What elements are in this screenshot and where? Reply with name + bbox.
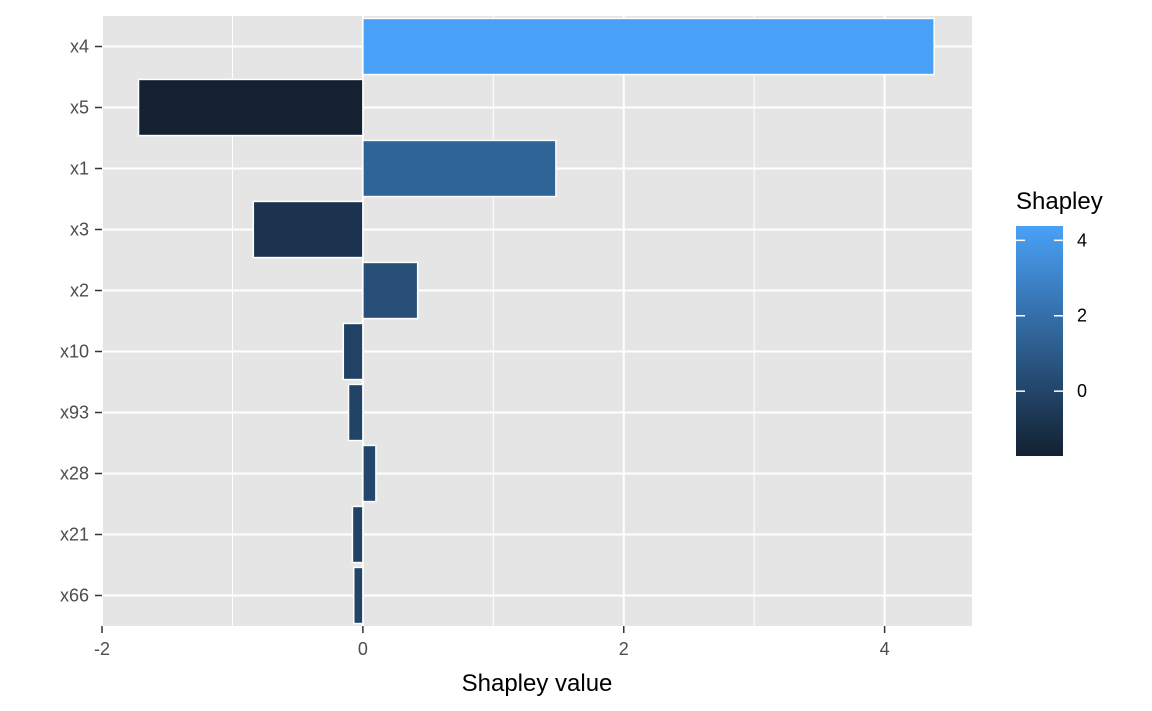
y-tick-label: x3: [70, 220, 89, 240]
y-tick-label: x5: [70, 98, 89, 118]
legend-tick-label: 4: [1077, 230, 1087, 250]
bar-x21: [351, 505, 364, 564]
x-axis: -2 0 2 4: [94, 626, 890, 659]
legend-tick-label: 0: [1077, 381, 1087, 401]
bar-x3: [252, 200, 364, 259]
legend-tick-label: 2: [1077, 306, 1087, 326]
bar-x28: [362, 444, 377, 503]
y-tick-label: x2: [70, 281, 89, 301]
bars: [137, 17, 935, 625]
legend-ticks: 4 2 0: [1016, 230, 1087, 401]
x-tick-label: -2: [94, 639, 110, 659]
legend: Shapley 4 2 0: [1016, 188, 1103, 456]
bar-x5: [137, 78, 364, 137]
y-tick-label: x10: [60, 342, 89, 362]
y-tick-label: x66: [60, 586, 89, 606]
legend-colorbar: [1016, 226, 1063, 456]
bar-x10: [342, 322, 364, 381]
y-tick-label: x21: [60, 525, 89, 545]
y-tick-label: x28: [60, 464, 89, 484]
bar-x4: [362, 17, 935, 76]
y-tick-label: x4: [70, 37, 89, 57]
legend-title: Shapley: [1016, 188, 1103, 215]
y-tick-label: x93: [60, 403, 89, 423]
x-tick-label: 0: [358, 639, 368, 659]
bar-x1: [362, 139, 557, 198]
x-tick-label: 2: [619, 639, 629, 659]
y-tick-label: x1: [70, 159, 89, 179]
y-axis: x4 x5 x1 x3 x2 x10 x93 x28 x21 x66: [60, 37, 102, 606]
bar-x2: [362, 261, 419, 320]
bar-x66: [352, 566, 364, 625]
x-axis-title: Shapley value: [462, 670, 613, 697]
bar-x93: [347, 383, 364, 442]
x-tick-label: 4: [880, 639, 890, 659]
